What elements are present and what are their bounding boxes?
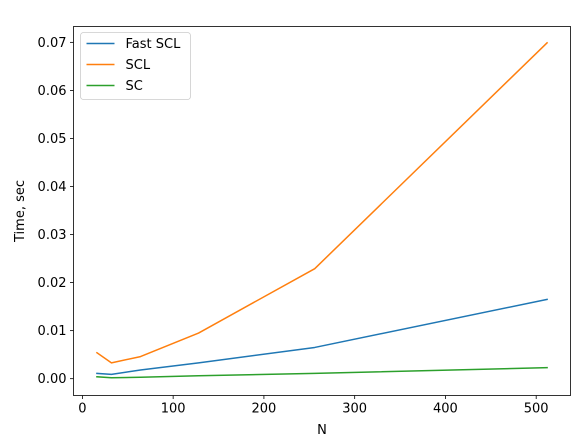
legend-label-3: SC <box>126 79 143 94</box>
plot-frame <box>73 26 571 396</box>
legend: Fast SCL SCL SC <box>80 32 191 100</box>
series-line-3 <box>96 366 548 379</box>
y-tick-label: 0.00 <box>38 372 67 387</box>
x-tick-label: 0 <box>78 402 86 417</box>
y-tick-label: 0.07 <box>38 36 67 51</box>
x-tick-label: 100 <box>161 402 186 417</box>
y-tick-label: 0.06 <box>38 84 67 99</box>
x-tick-label: 200 <box>251 402 276 417</box>
legend-box <box>80 32 191 100</box>
x-tick-label: 300 <box>342 402 367 417</box>
series-line-1 <box>96 298 548 376</box>
y-tick-label: 0.05 <box>38 132 67 147</box>
x-tick-label: 500 <box>524 402 549 417</box>
y-tick-label: 0.03 <box>38 228 67 243</box>
x-tick-label: 400 <box>433 402 458 417</box>
legend-label-2: SCL <box>126 58 151 73</box>
x-axis-label: N <box>317 423 327 436</box>
y-axis: 0.00 0.01 0.02 0.03 0.04 0.05 0.06 0.07 <box>38 36 74 387</box>
y-tick-label: 0.01 <box>38 324 67 339</box>
x-axis: 0 100 200 300 400 500 <box>78 395 549 417</box>
y-tick-label: 0.04 <box>38 180 67 195</box>
series-line-2 <box>95 41 549 364</box>
legend-label-1: Fast SCL <box>126 37 182 52</box>
y-tick-label: 0.02 <box>38 276 67 291</box>
y-axis-label: Time, sec <box>13 180 28 243</box>
series-layer <box>95 41 549 379</box>
